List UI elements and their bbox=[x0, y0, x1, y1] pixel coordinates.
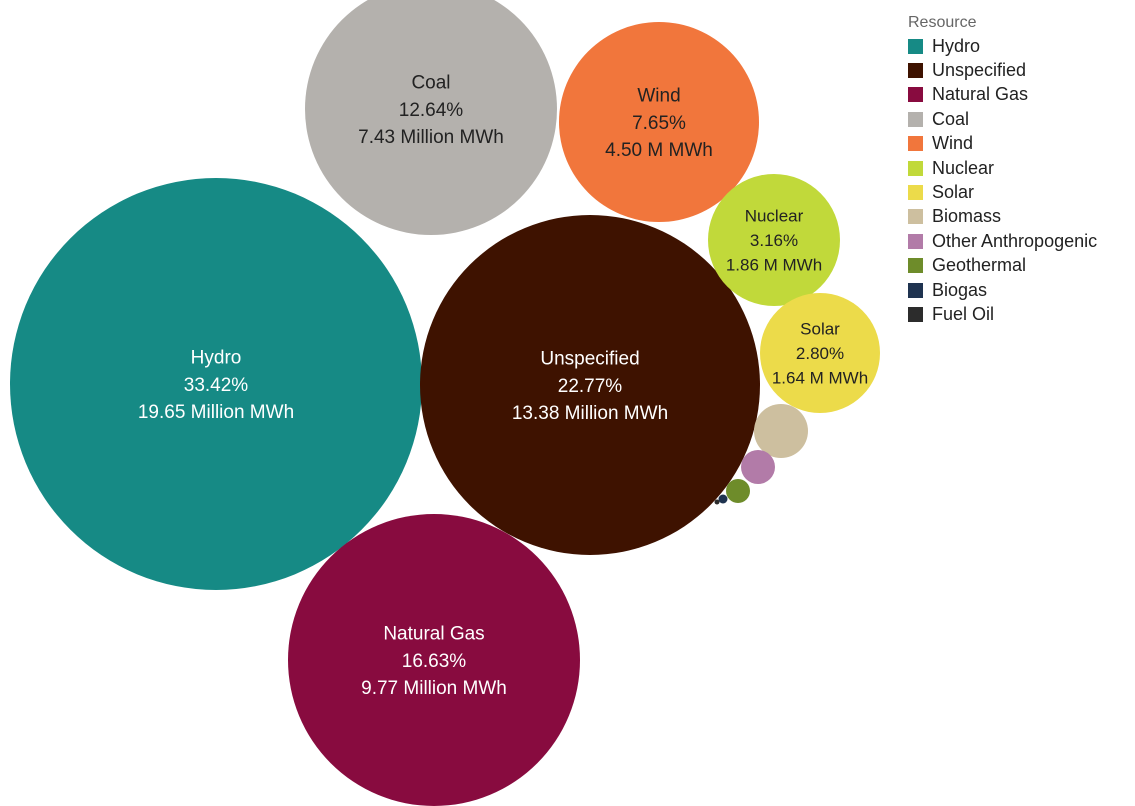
legend-label-hydro: Hydro bbox=[932, 35, 981, 56]
legend-swatch-unspecified bbox=[908, 63, 923, 79]
legend-label-fuel-oil: Fuel Oil bbox=[932, 303, 995, 324]
bubble-coal[interactable] bbox=[305, 0, 557, 235]
legend-label-unspecified: Unspecified bbox=[932, 60, 1027, 81]
bubble-hydro-name: Hydro bbox=[191, 347, 242, 368]
bubble-fuel-oil[interactable] bbox=[714, 499, 720, 505]
bubble-hydro-percent: 33.42% bbox=[184, 375, 249, 396]
legend-label-wind: Wind bbox=[932, 133, 974, 154]
legend-item-biogas[interactable]: Biogas bbox=[908, 278, 1097, 302]
legend-label-geothermal: Geothermal bbox=[932, 255, 1027, 276]
bubble-wind-name: Wind bbox=[637, 85, 680, 106]
bubble-wind-value: 4.50 M MWh bbox=[605, 140, 713, 161]
legend-swatch-nuclear bbox=[908, 160, 923, 176]
bubble-natural-gas-percent: 16.63% bbox=[402, 651, 467, 672]
legend-label-other-anthropogenic: Other Anthropogenic bbox=[932, 230, 1098, 251]
bubble-unspecified-name: Unspecified bbox=[540, 348, 639, 369]
bubble-biogas[interactable] bbox=[718, 494, 728, 504]
bubble-other-anthropogenic[interactable] bbox=[741, 450, 775, 484]
bubble-hydro[interactable] bbox=[10, 178, 422, 590]
legend-label-nuclear: Nuclear bbox=[932, 157, 995, 178]
legend-item-hydro[interactable]: Hydro bbox=[908, 34, 1097, 58]
bubble-wind[interactable] bbox=[559, 22, 759, 222]
legend-title: Resource bbox=[908, 14, 977, 31]
legend-swatch-biogas bbox=[908, 282, 923, 298]
bubble-biomass[interactable] bbox=[754, 404, 808, 458]
legend-swatch-fuel-oil bbox=[908, 306, 923, 322]
legend-item-nuclear[interactable]: Nuclear bbox=[908, 156, 1097, 180]
legend-item-coal[interactable]: Coal bbox=[908, 107, 1097, 131]
bubble-unspecified-value: 13.38 Million MWh bbox=[512, 403, 668, 424]
legend-label-natural-gas: Natural Gas bbox=[932, 84, 1029, 105]
bubble-solar[interactable] bbox=[760, 293, 880, 413]
legend-swatch-hydro bbox=[908, 38, 923, 54]
legend-item-unspecified[interactable]: Unspecified bbox=[908, 58, 1097, 82]
bubble-nuclear-percent: 3.16% bbox=[750, 231, 798, 250]
bubble-nuclear-name: Nuclear bbox=[745, 207, 804, 226]
bubble-solar-value: 1.64 M MWh bbox=[772, 369, 868, 388]
bubble-unspecified[interactable] bbox=[420, 215, 760, 555]
bubble-nuclear-value: 1.86 M MWh bbox=[726, 256, 822, 275]
legend-item-geothermal[interactable]: Geothermal bbox=[908, 254, 1097, 278]
legend-item-solar[interactable]: Solar bbox=[908, 180, 1097, 204]
legend-swatch-other-anthropogenic bbox=[908, 233, 923, 249]
legend-swatch-wind bbox=[908, 136, 923, 152]
bubble-wind-percent: 7.65% bbox=[632, 113, 686, 134]
legend-item-other-anthropogenic[interactable]: Other Anthropogenic bbox=[908, 229, 1097, 253]
legend: Resource Hydro Unspecified Natural Gas Coal… bbox=[908, 14, 1097, 327]
legend-item-natural-gas[interactable]: Natural Gas bbox=[908, 83, 1097, 107]
legend-label-solar: Solar bbox=[932, 182, 975, 203]
bubble-solar-percent: 2.80% bbox=[796, 344, 844, 363]
bubble-coal-percent: 12.64% bbox=[399, 100, 464, 121]
legend-swatch-natural-gas bbox=[908, 87, 923, 103]
legend-swatch-biomass bbox=[908, 209, 923, 225]
legend-label-biomass: Biomass bbox=[932, 206, 1002, 227]
legend-swatch-solar bbox=[908, 185, 923, 201]
legend-item-biomass[interactable]: Biomass bbox=[908, 205, 1097, 229]
bubble-coal-value: 7.43 Million MWh bbox=[358, 127, 504, 148]
legend-item-wind[interactable]: Wind bbox=[908, 132, 1097, 156]
legend-swatch-geothermal bbox=[908, 258, 923, 274]
bubble-unspecified-percent: 22.77% bbox=[558, 376, 623, 397]
legend-swatch-coal bbox=[908, 111, 923, 127]
legend-label-biogas: Biogas bbox=[932, 279, 988, 300]
bubble-solar-name: Solar bbox=[800, 320, 840, 339]
bubble-natural-gas-value: 9.77 Million MWh bbox=[361, 678, 507, 699]
bubble-geothermal[interactable] bbox=[726, 479, 750, 503]
legend-item-fuel-oil[interactable]: Fuel Oil bbox=[908, 302, 1097, 326]
legend-label-coal: Coal bbox=[932, 108, 970, 129]
bubble-natural-gas-name: Natural Gas bbox=[383, 623, 484, 644]
bubble-coal-name: Coal bbox=[411, 72, 450, 93]
bubble-nuclear[interactable] bbox=[708, 174, 840, 306]
bubble-natural-gas[interactable] bbox=[288, 514, 580, 806]
bubble-hydro-value: 19.65 Million MWh bbox=[138, 402, 294, 423]
